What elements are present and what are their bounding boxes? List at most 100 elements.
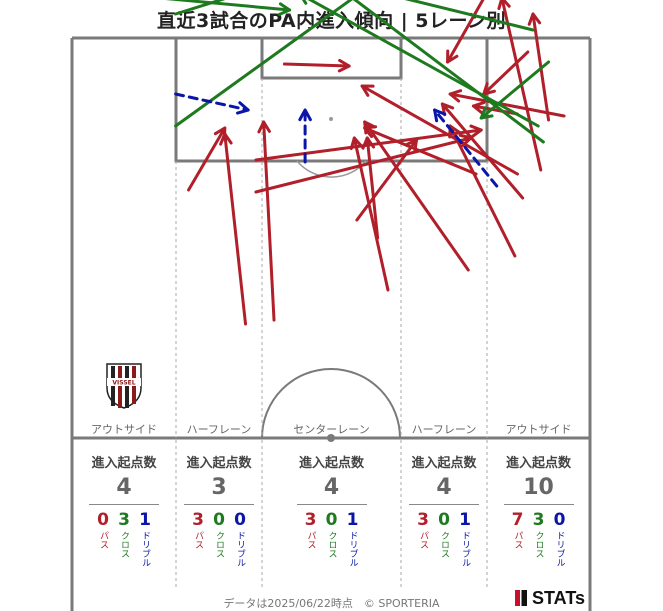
brand-logo: STATs: [515, 588, 585, 609]
center-spot: [327, 434, 335, 442]
pass-arrow-line: [223, 132, 248, 326]
stat-breakdown: 3 パス 0 クロス 0 ドリブル: [176, 511, 262, 567]
stat-cross: 0 クロス: [325, 510, 338, 558]
stat-rule: [89, 504, 159, 505]
stat-title: 進入起点数: [91, 456, 157, 471]
cross-arrow: [174, 0, 353, 128]
pass-arrow-head: [482, 82, 496, 96]
pitch-lines: [70, 36, 592, 611]
cross-arrow-head: [479, 106, 494, 120]
dribble-arrow-line: [174, 92, 250, 112]
dribble-arrow: [298, 108, 312, 164]
team-crest: VISSEL: [104, 360, 144, 414]
pass-arrow-head: [360, 84, 375, 97]
cross-arrow: [479, 60, 551, 120]
pass-arrow: [257, 120, 276, 322]
pass-arrow-head: [469, 124, 483, 139]
stat-rule: [503, 504, 574, 505]
pass-arrow: [360, 84, 519, 176]
pass-arrow-line: [446, 0, 485, 64]
pass-arrow-head: [448, 89, 463, 103]
pass-arrow-line: [187, 126, 227, 192]
stat-dribble: 1 ドリブル: [139, 510, 151, 567]
pass-arrow-line: [352, 136, 390, 292]
pass-arrow: [448, 124, 517, 258]
pass-arrow-head: [440, 102, 455, 117]
cross-arrow-line: [352, 0, 545, 144]
cross-arrow-line: [404, 0, 535, 32]
pass-arrow: [448, 89, 566, 118]
stat-col-outside-right: 進入起点数 10 7 パス 3 クロス 0 ドリブル: [487, 452, 590, 567]
stat-pass: 0 パス: [97, 510, 109, 549]
stat-col-outside-left: 進入起点数 4 0 パス 3 クロス 1 ドリブル: [72, 452, 176, 567]
pass-arrow: [482, 50, 530, 96]
pass-arrow-line: [448, 124, 517, 258]
pass-arrow-head: [471, 101, 486, 115]
cross-arrow: [174, 0, 226, 16]
stat-cross: 0 クロス: [213, 510, 225, 558]
stat-dribble: 1 ドリブル: [346, 510, 359, 567]
stat-breakdown: 0 パス 3 クロス 1 ドリブル: [72, 511, 176, 567]
cross-arrow-line: [479, 60, 551, 120]
dribble-arrow-head: [236, 101, 250, 115]
center-circle: [261, 368, 401, 439]
stat-breakdown: 3 パス 0 クロス 1 ドリブル: [401, 511, 487, 567]
dribble-arrow: [433, 108, 499, 188]
pass-arrow: [440, 102, 525, 200]
cross-arrow-line: [165, 0, 292, 12]
penalty-arc: [296, 160, 367, 178]
lane-label-center: センターレーン: [293, 423, 370, 436]
pass-arrow-line: [262, 120, 276, 322]
pass-arrow: [282, 58, 351, 73]
stat-title: 進入起点数: [505, 456, 571, 471]
pass-arrow-line: [482, 50, 530, 96]
stat-total: 4: [116, 475, 132, 500]
pass-arrow: [471, 101, 519, 116]
footer-note: データは2025/06/22時点 © SPORTERIA: [223, 597, 440, 610]
stat-total: 10: [523, 475, 554, 500]
pass-arrow-head: [257, 120, 271, 134]
pass-arrow-head: [361, 136, 376, 150]
stat-dribble: 1 ドリブル: [459, 510, 471, 567]
stat-breakdown: 7 パス 3 クロス 0 ドリブル: [487, 511, 590, 567]
dribble-arrow: [174, 92, 250, 115]
pass-arrow-line: [360, 84, 519, 176]
stat-breakdown: 3 パス 0 クロス 1 ドリブル: [262, 511, 401, 567]
stat-dribble: 0 ドリブル: [553, 510, 566, 567]
pass-arrow: [187, 126, 227, 192]
stat-cross: 3 クロス: [532, 510, 545, 558]
pass-arrow-head: [527, 12, 542, 26]
stat-dribble: 0 ドリブル: [234, 510, 246, 567]
cross-arrow: [352, 0, 545, 144]
pass-arrow: [361, 136, 380, 240]
pass-arrow-head: [213, 126, 227, 141]
pass-arrow-line: [365, 136, 380, 240]
stat-rule: [296, 504, 367, 505]
stat-col-center: 進入起点数 4 3 パス 0 クロス 1 ドリブル: [262, 452, 401, 567]
stat-pass: 3 パス: [192, 510, 204, 549]
stat-title: 進入起点数: [186, 456, 252, 471]
stat-col-halfspace-right: 進入起点数 4 3 パス 0 クロス 1 ドリブル: [401, 452, 487, 567]
cross-arrow: [301, 0, 540, 128]
cross-arrow-head: [277, 2, 292, 16]
stat-pass: 3 パス: [417, 510, 429, 549]
svg-text:VISSEL: VISSEL: [112, 380, 135, 387]
pass-arrow-head: [497, 0, 511, 11]
pass-arrow: [363, 120, 470, 272]
penalty-spot: [329, 117, 333, 121]
stat-total: 4: [436, 475, 452, 500]
brand-text: STATs: [532, 588, 585, 608]
pass-arrow-line: [254, 136, 473, 194]
cross-arrow-line: [174, 0, 353, 128]
cross-arrow: [165, 0, 292, 16]
stat-rule: [184, 504, 254, 505]
stat-pass: 3 パス: [304, 510, 317, 549]
stat-col-halfspace-left: 進入起点数 3 3 パス 0 クロス 0 ドリブル: [176, 452, 262, 567]
lane-label-halfspace-right: ハーフレーン: [411, 423, 477, 436]
pass-arrow-head: [446, 49, 459, 64]
pass-arrow: [446, 0, 485, 64]
stat-total: 3: [211, 475, 227, 500]
pass-arrow-line: [471, 104, 519, 116]
stat-title: 進入起点数: [298, 456, 364, 471]
